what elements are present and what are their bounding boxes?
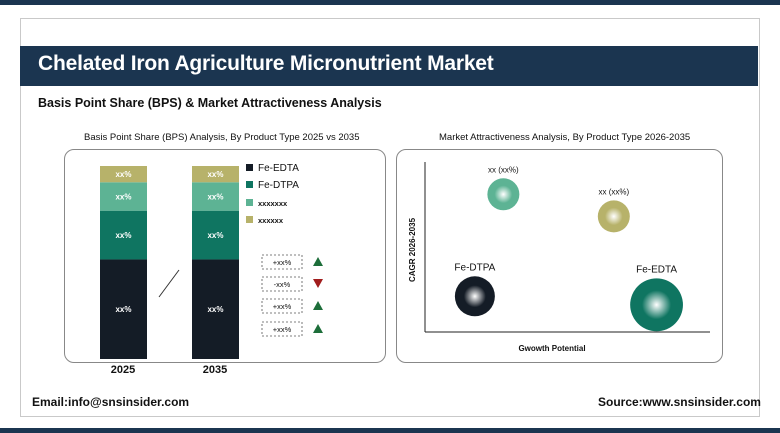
change-label: -xx% [274, 280, 291, 289]
x-axis-label: Gwowth Potential [518, 344, 585, 353]
bar-data-label: xx% [115, 305, 131, 314]
attractiveness-chart: Gwowth Potential CAGR 2026-2035 xx (xx%) xx… [408, 162, 710, 353]
bubble-label: xx (xx%) [488, 165, 519, 174]
change-label: +xx% [273, 258, 292, 267]
up-arrow-icon [313, 257, 323, 266]
legend-label: xxxxxxx [258, 199, 288, 208]
legend-label: Fe-EDTA [258, 163, 299, 174]
section-subtitle: Basis Point Share (BPS) & Market Attract… [38, 96, 382, 110]
bar-segment-2025-0 [100, 259, 147, 359]
legend-swatch [246, 181, 253, 188]
bar-segment-2025-3 [100, 166, 147, 183]
bar-data-label: xx% [207, 231, 223, 240]
up-arrow-icon [313, 324, 323, 333]
change-label: +xx% [273, 302, 292, 311]
bar-segment-2035-3 [192, 166, 239, 183]
bar-data-label: xx% [207, 170, 223, 179]
change-box [261, 298, 303, 314]
page-title: Chelated Iron Agriculture Micronutrient … [38, 52, 494, 75]
bar-segment-2025-1 [100, 210, 147, 260]
top-accent-bar [0, 0, 780, 5]
bar-data-label: xx% [115, 170, 131, 179]
legend-label: xxxxxx [258, 216, 284, 225]
change-label: +xx% [273, 325, 292, 334]
bubble-point [487, 178, 520, 211]
up-arrow-icon [313, 301, 323, 310]
bar-data-label: xx% [207, 192, 223, 201]
bar-segment-2025-2 [100, 182, 147, 211]
bottom-accent-bar [0, 428, 780, 433]
footer-email: Email:info@snsinsider.com [32, 395, 190, 409]
title-bar [20, 46, 758, 86]
legend-swatch [246, 199, 253, 206]
y-axis-label: CAGR 2026-2035 [408, 217, 417, 282]
change-box [261, 276, 303, 292]
attractiveness-panel: Gwowth Potential CAGR 2026-2035 xx (xx%) xx… [396, 149, 723, 363]
legend-swatch [246, 164, 253, 171]
x-tick-label-2025: 2025 [110, 364, 136, 376]
change-box [261, 321, 303, 337]
footer-source: Source:www.snsinsider.com [598, 395, 761, 409]
legend-swatch [246, 216, 253, 223]
legend-label: Fe-DTPA [258, 180, 299, 191]
bar-segment-2035-2 [192, 182, 239, 211]
change-box [261, 254, 303, 270]
bps-chart-title: Basis Point Share (BPS) Analysis, By Pro… [84, 132, 360, 143]
bubble-label: Fe-DTPA [454, 262, 495, 273]
bps-panel: xx% xx% xx% xx% xx% xx% xx% xx% Fe-EDTA Fe-DTPA xx… [64, 149, 386, 363]
bubble-label: Fe-EDTA [636, 264, 677, 275]
bubble-label: xx (xx%) [598, 187, 629, 196]
bar-data-label: xx% [115, 192, 131, 201]
bubble-point [454, 276, 495, 317]
bar-data-label: xx% [115, 231, 131, 240]
attractiveness-chart-title: Market Attractiveness Analysis, By Produ… [439, 132, 691, 143]
bar-segment-2035-1 [192, 210, 239, 260]
x-tick-label-2035: 2035 [202, 364, 228, 376]
bar-connector-line [158, 269, 180, 298]
bubble-point [630, 278, 683, 332]
bar-segment-2035-0 [192, 259, 239, 359]
bar-data-label: xx% [207, 305, 223, 314]
bps-chart: xx% xx% xx% xx% xx% xx% xx% xx% Fe-EDTA Fe-DTPA xx… [100, 163, 323, 359]
bubble-point [597, 200, 630, 233]
down-arrow-icon [313, 279, 323, 288]
